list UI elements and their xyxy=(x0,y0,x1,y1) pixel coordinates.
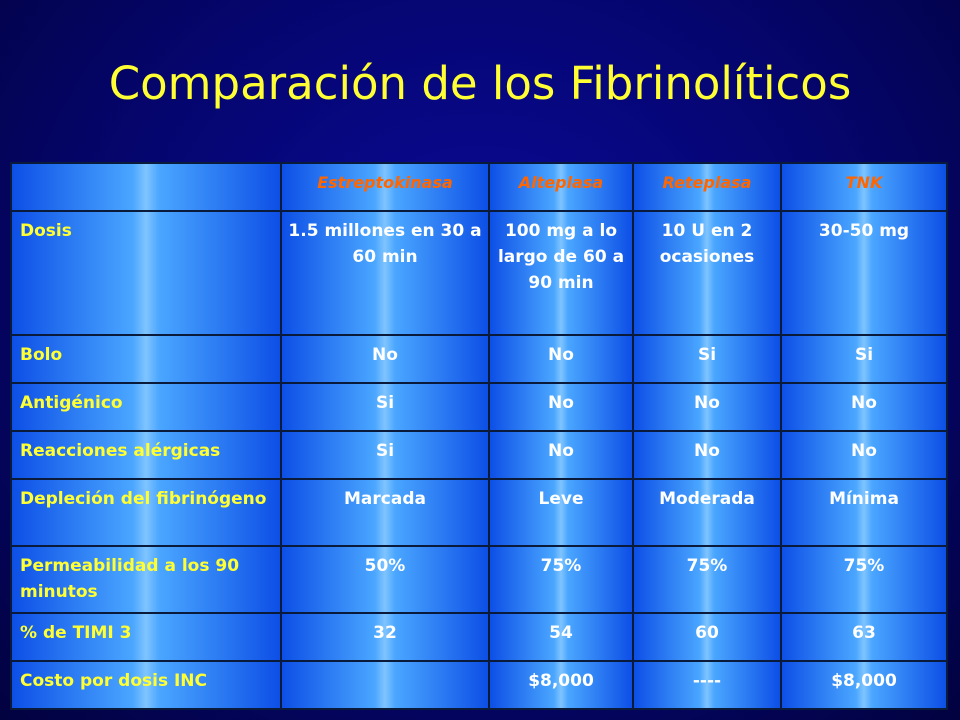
cell-dosis-tnk: 30-50 mg xyxy=(780,210,948,336)
row-label-reacciones: Reacciones alérgicas xyxy=(10,430,282,480)
row-label-costo: Costo por dosis INC xyxy=(10,660,282,710)
cell-reacciones-estreptokinasa: Si xyxy=(280,430,490,480)
table-row-timi: % de TIMI 3 32 54 60 63 xyxy=(10,612,948,662)
cell-bolo-tnk: Si xyxy=(780,334,948,384)
slide-title: Comparación de los Fibrinolíticos xyxy=(108,57,852,110)
cell-antigenico-estreptokinasa: Si xyxy=(280,382,490,432)
row-label-antigenico: Antigénico xyxy=(10,382,282,432)
table-row-antigenico: Antigénico Si No No No xyxy=(10,382,948,432)
comparison-table: Estreptokinasa Alteplasa Reteplasa TNK D… xyxy=(10,162,948,710)
cell-costo-estreptokinasa xyxy=(280,660,490,710)
table-row-bolo: Bolo No No Si Si xyxy=(10,334,948,384)
header-tnk: TNK xyxy=(780,162,948,212)
table-header-row: Estreptokinasa Alteplasa Reteplasa TNK xyxy=(10,162,948,212)
row-label-timi: % de TIMI 3 xyxy=(10,612,282,662)
cell-timi-tnk: 63 xyxy=(780,612,948,662)
cell-costo-reteplasa: ---- xyxy=(632,660,782,710)
cell-antigenico-reteplasa: No xyxy=(632,382,782,432)
row-label-deplecion: Depleción del fibrinógeno xyxy=(10,478,282,547)
cell-permeabilidad-tnk: 75% xyxy=(780,545,948,614)
cell-antigenico-alteplasa: No xyxy=(488,382,634,432)
table-row-dosis: Dosis 1.5 millones en 30 a 60 min 100 mg… xyxy=(10,210,948,336)
table-row-deplecion: Depleción del fibrinógeno Marcada Leve M… xyxy=(10,478,948,547)
cell-timi-reteplasa: 60 xyxy=(632,612,782,662)
cell-bolo-alteplasa: No xyxy=(488,334,634,384)
table-row-costo: Costo por dosis INC $8,000 ---- $8,000 xyxy=(10,660,948,710)
cell-deplecion-alteplasa: Leve xyxy=(488,478,634,547)
cell-dosis-estreptokinasa: 1.5 millones en 30 a 60 min xyxy=(280,210,490,336)
cell-costo-alteplasa: $8,000 xyxy=(488,660,634,710)
cell-reacciones-tnk: No xyxy=(780,430,948,480)
cell-dosis-reteplasa: 10 U en 2 ocasiones xyxy=(632,210,782,336)
row-label-permeabilidad: Permeabilidad a los 90 minutos xyxy=(10,545,282,614)
table-row-permeabilidad: Permeabilidad a los 90 minutos 50% 75% 7… xyxy=(10,545,948,614)
cell-bolo-reteplasa: Si xyxy=(632,334,782,384)
cell-reacciones-reteplasa: No xyxy=(632,430,782,480)
cell-permeabilidad-alteplasa: 75% xyxy=(488,545,634,614)
cell-permeabilidad-reteplasa: 75% xyxy=(632,545,782,614)
row-label-dosis: Dosis xyxy=(10,210,282,336)
cell-deplecion-reteplasa: Moderada xyxy=(632,478,782,547)
cell-deplecion-tnk: Mínima xyxy=(780,478,948,547)
header-estreptokinasa: Estreptokinasa xyxy=(280,162,490,212)
cell-antigenico-tnk: No xyxy=(780,382,948,432)
header-corner-cell xyxy=(10,162,282,212)
header-alteplasa: Alteplasa xyxy=(488,162,634,212)
row-label-bolo: Bolo xyxy=(10,334,282,384)
cell-costo-tnk: $8,000 xyxy=(780,660,948,710)
cell-bolo-estreptokinasa: No xyxy=(280,334,490,384)
cell-permeabilidad-estreptokinasa: 50% xyxy=(280,545,490,614)
table-row-reacciones: Reacciones alérgicas Si No No No xyxy=(10,430,948,480)
cell-reacciones-alteplasa: No xyxy=(488,430,634,480)
cell-dosis-alteplasa: 100 mg a lo largo de 60 a 90 min xyxy=(488,210,634,336)
cell-timi-alteplasa: 54 xyxy=(488,612,634,662)
cell-deplecion-estreptokinasa: Marcada xyxy=(280,478,490,547)
header-reteplasa: Reteplasa xyxy=(632,162,782,212)
cell-timi-estreptokinasa: 32 xyxy=(280,612,490,662)
